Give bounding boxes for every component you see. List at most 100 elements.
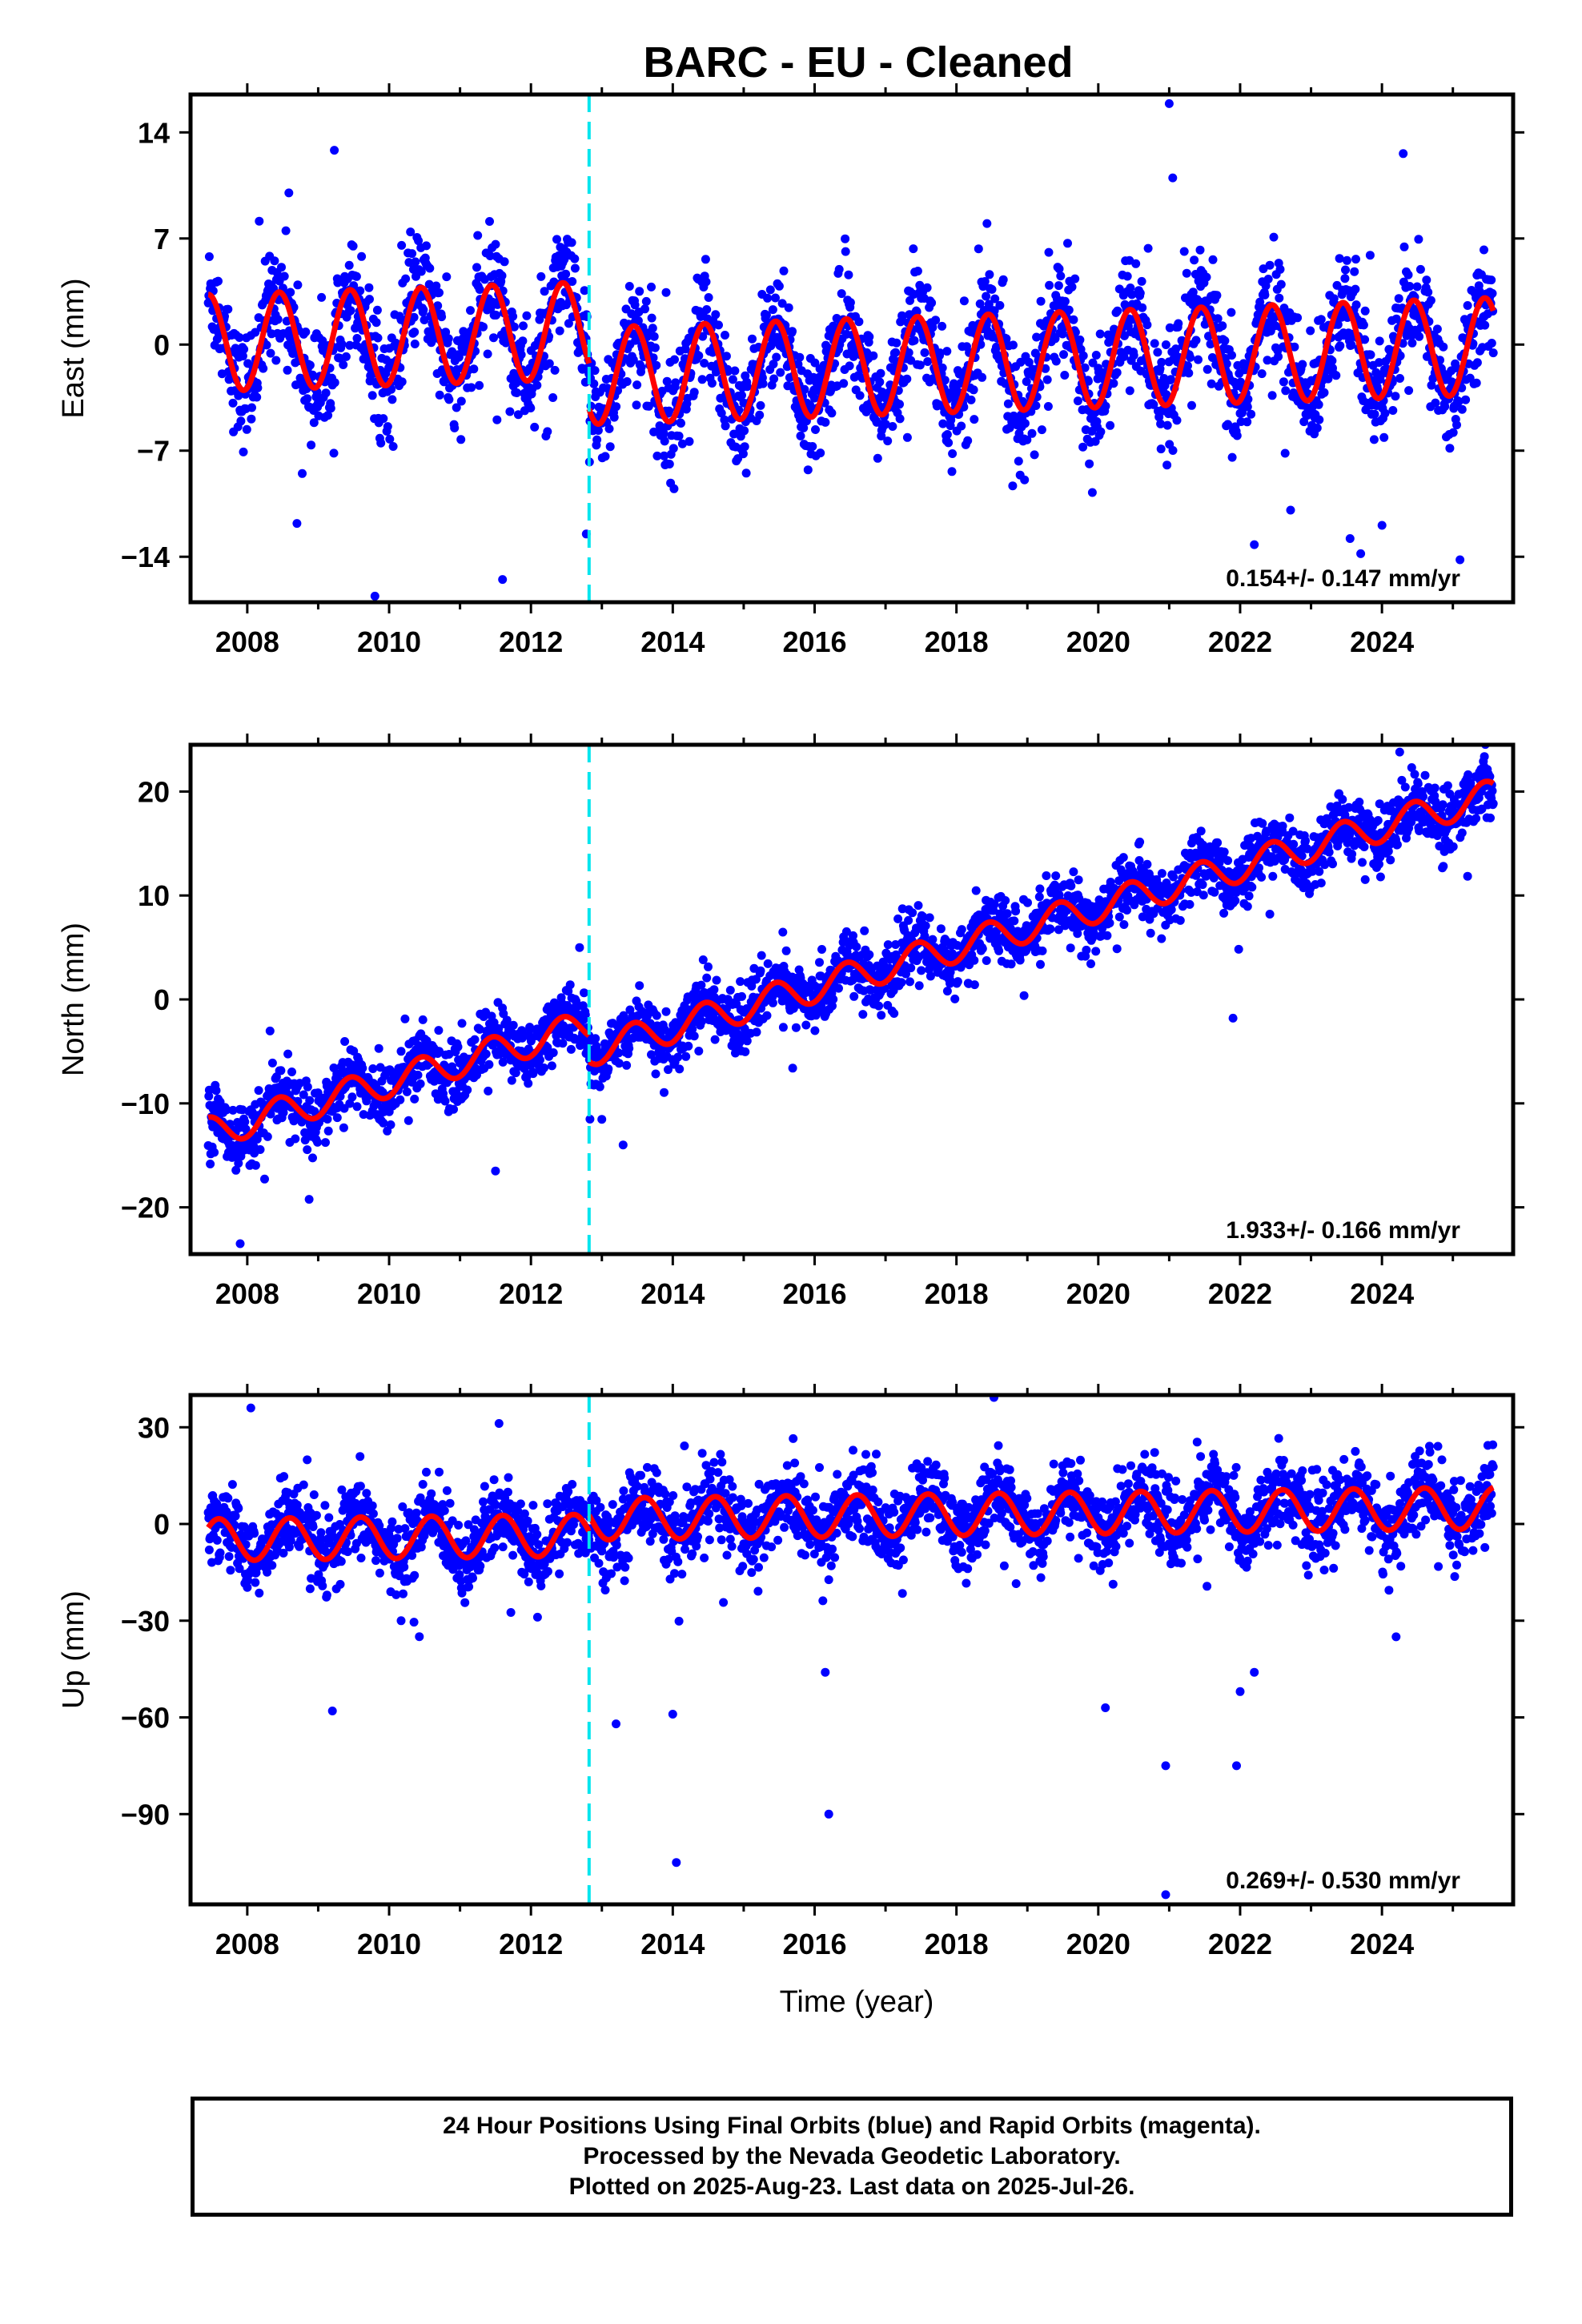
- data-point: [1119, 352, 1129, 361]
- data-point: [641, 296, 651, 306]
- data-point: [1134, 856, 1144, 865]
- data-point: [1341, 265, 1350, 275]
- data-point: [279, 271, 289, 281]
- y-tick-label: 14: [138, 116, 170, 149]
- data-point: [1257, 369, 1267, 379]
- data-point: [957, 925, 966, 935]
- data-point: [1078, 351, 1088, 360]
- data-point: [450, 423, 460, 432]
- outlier-point: [1168, 173, 1178, 183]
- data-point: [352, 334, 362, 343]
- data-point: [1135, 837, 1145, 846]
- data-point: [905, 296, 914, 305]
- data-point: [323, 411, 333, 420]
- data-point: [1319, 388, 1329, 397]
- data-point: [1166, 375, 1175, 384]
- data-point: [543, 1043, 552, 1052]
- data-point: [1350, 267, 1359, 276]
- data-point: [1002, 909, 1012, 919]
- data-point: [737, 391, 746, 400]
- data-point: [222, 1105, 231, 1115]
- data-point: [368, 1064, 378, 1073]
- data-point: [283, 365, 292, 375]
- data-point: [467, 383, 476, 392]
- data-point: [341, 352, 351, 361]
- data-point: [345, 340, 355, 350]
- data-point: [704, 962, 713, 971]
- data-point: [1314, 400, 1323, 409]
- data-point: [889, 1009, 899, 1018]
- data-point: [1118, 853, 1128, 862]
- data-point: [293, 280, 303, 290]
- data-point: [883, 436, 893, 446]
- data-point: [1263, 275, 1273, 283]
- data-point: [300, 1136, 310, 1145]
- data-point: [1243, 395, 1253, 404]
- data-point: [998, 275, 1008, 284]
- data-point: [661, 1007, 671, 1016]
- data-point: [1016, 357, 1026, 367]
- data-point: [1190, 255, 1199, 265]
- data-point: [374, 1043, 383, 1053]
- data-point: [635, 981, 644, 991]
- data-point: [1328, 859, 1337, 869]
- data-point: [771, 293, 780, 303]
- data-point: [944, 438, 954, 448]
- data-point: [942, 347, 952, 356]
- data-point: [677, 419, 685, 428]
- data-point: [1223, 420, 1233, 429]
- data-point: [305, 360, 315, 370]
- data-point: [913, 267, 922, 275]
- data-point: [344, 260, 354, 270]
- data-point: [844, 270, 853, 279]
- data-point: [522, 311, 532, 320]
- data-point: [1034, 892, 1044, 902]
- data-point: [456, 435, 466, 444]
- data-point: [283, 1049, 293, 1059]
- data-point: [452, 403, 461, 412]
- data-point: [709, 985, 719, 995]
- data-point: [396, 1095, 405, 1104]
- data-point: [444, 334, 453, 344]
- data-point: [1051, 871, 1061, 881]
- data-point: [1315, 866, 1324, 876]
- data-point: [404, 258, 414, 267]
- data-point: [236, 416, 246, 426]
- data-point: [906, 963, 916, 973]
- points-north: [203, 745, 1498, 1248]
- data-point: [1112, 944, 1122, 954]
- data-point: [358, 1063, 367, 1073]
- data-point: [772, 352, 781, 362]
- data-point: [1127, 290, 1137, 300]
- data-point: [566, 1044, 576, 1054]
- data-point: [1199, 891, 1208, 900]
- data-point: [756, 400, 765, 410]
- data-point: [953, 977, 962, 987]
- data-point: [567, 238, 576, 247]
- data-point: [303, 1082, 312, 1092]
- data-point: [1088, 358, 1098, 368]
- data-point: [990, 294, 1000, 304]
- data-point: [875, 377, 885, 387]
- data-point: [640, 304, 649, 314]
- data-point: [252, 1135, 262, 1144]
- data-point: [1024, 357, 1034, 367]
- data-point: [1327, 356, 1337, 365]
- data-point: [701, 255, 710, 264]
- data-point: [1046, 924, 1055, 934]
- data-point: [1142, 320, 1152, 330]
- data-point: [1032, 332, 1042, 342]
- data-point: [1379, 432, 1389, 442]
- data-point: [484, 1086, 493, 1096]
- data-point: [1080, 363, 1090, 372]
- data-point: [255, 1145, 265, 1154]
- data-point: [1045, 280, 1054, 290]
- x-tick-label: 2020: [1066, 625, 1130, 658]
- data-point: [204, 1085, 214, 1095]
- data-point: [276, 1066, 286, 1076]
- data-point: [1069, 867, 1078, 877]
- data-point: [492, 311, 501, 320]
- data-point: [1427, 380, 1436, 390]
- data-point: [552, 235, 561, 244]
- data-point: [1280, 448, 1290, 458]
